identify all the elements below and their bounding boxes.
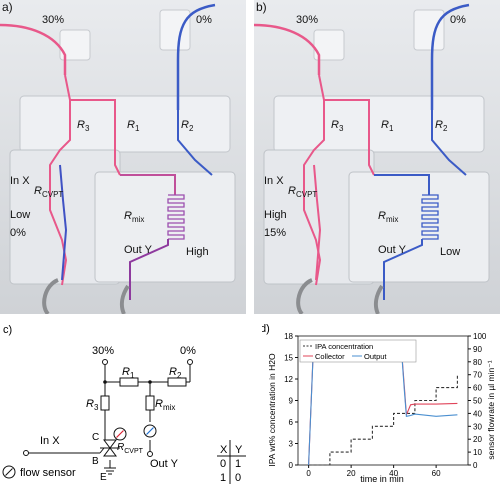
schematic-out-label: Out Y — [150, 458, 179, 470]
resistor-r2 — [167, 377, 187, 387]
panel-b-output-state: Low — [440, 246, 461, 258]
y-left-tick-label: 6 — [289, 418, 294, 427]
panel-a-out-label: Out Y — [124, 244, 152, 256]
panel-b-r1: R1 — [381, 119, 394, 134]
panel-b-rmix: Rmix — [378, 210, 399, 225]
legend-collector: Collector — [315, 352, 345, 361]
panel-d-chart: d) 0 20 40 60 0 3 6 9 12 15 18 0 10 20 30 40 50 60 70 80 90 1… — [260, 322, 500, 485]
y-left-tick-label: 12 — [284, 375, 293, 384]
flow-sensor-icon — [143, 424, 157, 438]
schematic-in-label: In X — [40, 435, 60, 447]
panel-a-r1: R1 — [127, 119, 140, 134]
panel-a-conc-left: 30% — [42, 14, 65, 26]
resistor-rmix — [145, 395, 155, 411]
y-right-tick-label: 100 — [473, 332, 487, 341]
panel-b-r2: R2 — [435, 119, 448, 134]
schematic-conc-left: 30% — [92, 345, 114, 357]
panel-c-schematic: c) 30% 0% — [0, 322, 262, 485]
y-right-tick-label: 50 — [473, 397, 482, 406]
y-left-tick-label: 0 — [289, 461, 294, 470]
resistor-r1 — [119, 377, 139, 387]
x-axis-label: time in min — [360, 474, 404, 484]
y-right-tick-label: 70 — [473, 371, 482, 380]
panel-a-state: Low — [10, 209, 31, 221]
panel-d-letter: d) — [262, 323, 270, 335]
y-axis-left-label: IPA wt% concentration in H2O — [267, 353, 277, 467]
circuit-schematic: c) 30% 0% — [2, 324, 246, 484]
panel-b-in-label: In X — [264, 175, 284, 187]
x-tick-label: 60 — [432, 469, 441, 478]
resistor-r3 — [100, 395, 110, 411]
panel-a-r3: R3 — [77, 119, 90, 134]
panel-b-r3: R3 — [331, 119, 344, 134]
legend-flow-sensor-label: flow sensor — [20, 467, 76, 479]
panel-c-letter: c) — [3, 324, 12, 336]
truth-table-cell: 0 — [235, 472, 241, 484]
node-e-label: E — [100, 472, 107, 483]
y-right-tick-label: 40 — [473, 409, 482, 418]
x-tick-label: 40 — [389, 469, 398, 478]
panel-a-photo: a) 30% 0% R3 R1 R2 In X RCVPT Low 0% Rmi… — [0, 0, 246, 314]
schematic-r3: R3 — [86, 398, 99, 412]
panel-a-conc-right: 0% — [196, 14, 212, 26]
panel-a-r2: R2 — [181, 119, 194, 134]
node-c-label: C — [92, 432, 99, 443]
chart-legend: IPA concentration Collector Output — [299, 339, 417, 363]
y-right-tick-label: 0 — [473, 461, 478, 470]
truth-table-header-y: Y — [235, 444, 243, 456]
legend-output: Output — [364, 352, 387, 361]
chip-photo-low — [0, 0, 246, 314]
y-left-tick-label: 3 — [289, 440, 294, 449]
panel-b-letter: b) — [256, 0, 267, 14]
truth-table-header-x: X — [220, 444, 228, 456]
y-left-tick-label: 9 — [289, 397, 294, 406]
panel-b-conc-right: 0% — [450, 14, 466, 26]
panel-b-rcvpt: RCVPT — [288, 185, 318, 200]
panel-b-state: High — [264, 209, 287, 221]
panel-b-out-label: Out Y — [378, 244, 406, 256]
chip-photo-high — [254, 0, 500, 314]
flow-sensor-icon — [113, 427, 127, 441]
series-line-output — [308, 357, 458, 466]
node-b-label: B — [92, 456, 99, 467]
panel-a-letter: a) — [2, 0, 13, 14]
x-tick-label: 20 — [347, 469, 356, 478]
panel-b-photo: b) 30% 0% R3 R1 R2 In X RCVPT High 15% R… — [254, 0, 500, 314]
flowrate-chart: d) 0 20 40 60 0 3 6 9 12 15 18 0 10 20 30 40 50 60 70 80 90 1… — [260, 323, 496, 484]
y-right-tick-label: 30 — [473, 422, 482, 431]
panel-a-rmix: Rmix — [124, 210, 145, 225]
truth-table-cell: 1 — [220, 472, 226, 484]
schematic-rcvpt: RCVPT — [117, 442, 144, 455]
ground-symbol — [104, 467, 116, 475]
y-right-tick-label: 20 — [473, 435, 482, 444]
panel-a-in-label: In X — [10, 175, 30, 187]
panel-a-rcvpt: RCVPT — [34, 185, 64, 200]
y-right-tick-label: 90 — [473, 345, 482, 354]
y-axis-right-label: sensor flowrate in µl min⁻¹ — [486, 360, 496, 459]
x-tick-label: 0 — [306, 469, 311, 478]
schematic-rmix: Rmix — [155, 398, 175, 412]
series-line-collector — [308, 356, 458, 466]
y-right-tick-label: 10 — [473, 448, 482, 457]
panel-b-state-conc: 15% — [264, 227, 287, 239]
panel-a-state-conc: 0% — [10, 227, 26, 239]
series-line-ipa-concentration — [308, 374, 458, 466]
schematic-r1: R1 — [122, 366, 135, 380]
cvpt-valve-symbol — [100, 439, 120, 457]
y-right-tick-label: 80 — [473, 358, 482, 367]
schematic-conc-right: 0% — [180, 345, 196, 357]
truth-table: X Y 0 1 1 0 — [217, 440, 246, 484]
legend-ipa: IPA concentration — [315, 342, 373, 351]
y-left-tick-label: 18 — [284, 332, 293, 341]
schematic-r2: R2 — [169, 366, 182, 380]
truth-table-cell: 1 — [235, 458, 241, 470]
y-left-tick-label: 15 — [284, 354, 293, 363]
panel-a-output-state: High — [186, 246, 209, 258]
truth-table-cell: 0 — [220, 458, 226, 470]
panel-b-conc-left: 30% — [296, 14, 319, 26]
y-right-tick-label: 60 — [473, 384, 482, 393]
legend-flow-sensor-icon — [2, 465, 16, 479]
